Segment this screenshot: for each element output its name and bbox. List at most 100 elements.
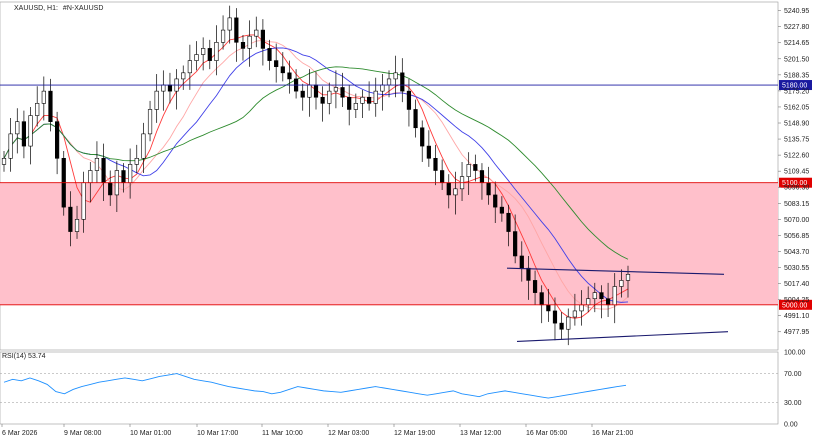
rsi-tick-label: 30.00 <box>784 400 802 407</box>
candle-body[interactable] <box>619 280 624 287</box>
candle-body[interactable] <box>333 87 339 92</box>
candle-body[interactable] <box>499 206 504 214</box>
candle-body[interactable] <box>88 170 93 184</box>
candle-body[interactable] <box>433 157 438 171</box>
candle-body[interactable] <box>287 72 292 80</box>
candle-body[interactable] <box>68 206 73 232</box>
candle-body[interactable] <box>300 90 305 98</box>
candle-body[interactable] <box>8 133 13 159</box>
candle-body[interactable] <box>260 29 265 49</box>
candle-body[interactable] <box>227 17 232 31</box>
candle-body[interactable] <box>48 90 53 122</box>
candle-body[interactable] <box>147 109 153 135</box>
candle-body[interactable] <box>194 54 199 61</box>
candle-body[interactable] <box>254 29 259 37</box>
candle-body[interactable] <box>413 109 418 129</box>
candle-body[interactable] <box>566 316 571 330</box>
candle-body[interactable] <box>605 298 611 306</box>
candle-body[interactable] <box>599 292 604 300</box>
candle-body[interactable] <box>108 182 113 196</box>
candle-body[interactable] <box>373 90 378 104</box>
candle-body[interactable] <box>513 231 518 257</box>
trendline[interactable] <box>516 331 729 343</box>
candle-body[interactable] <box>612 286 617 306</box>
candle-body[interactable] <box>220 29 226 43</box>
candle-body[interactable] <box>380 84 385 92</box>
candle-body[interactable] <box>267 48 272 61</box>
candles[interactable] <box>1 5 631 346</box>
candle-body[interactable] <box>526 267 531 281</box>
candle-body[interactable] <box>313 84 319 98</box>
candle-body[interactable] <box>274 60 279 68</box>
candle-body[interactable] <box>552 310 558 324</box>
candle-body[interactable] <box>406 90 412 110</box>
candle-body[interactable] <box>493 194 498 208</box>
candle-body[interactable] <box>141 133 146 159</box>
candle-body[interactable] <box>167 84 173 92</box>
candle-body[interactable] <box>453 188 458 196</box>
candle-body[interactable] <box>234 17 239 43</box>
candle-body[interactable] <box>486 182 491 196</box>
candle-body[interactable] <box>400 72 405 92</box>
candle-body[interactable] <box>579 304 584 312</box>
candle-body[interactable] <box>121 170 126 184</box>
candle-body[interactable] <box>187 60 192 74</box>
candle-body[interactable] <box>161 84 166 92</box>
candle-body[interactable] <box>386 78 392 86</box>
candle-body[interactable] <box>1 157 7 165</box>
candle-body[interactable] <box>35 103 40 116</box>
candle-body[interactable] <box>240 41 246 49</box>
candle-body[interactable] <box>532 280 538 293</box>
candle-body[interactable] <box>74 219 80 232</box>
candle-body[interactable] <box>546 304 551 312</box>
trendlines[interactable] <box>506 267 729 343</box>
candle-body[interactable] <box>134 157 139 165</box>
candle-body[interactable] <box>479 170 485 184</box>
candle-body[interactable] <box>353 103 358 110</box>
candle-body[interactable] <box>214 41 219 61</box>
candle-body[interactable] <box>625 273 631 281</box>
candle-body[interactable] <box>393 72 398 80</box>
candle-body[interactable] <box>320 96 325 104</box>
candle-body[interactable] <box>247 35 252 49</box>
candle-body[interactable] <box>201 48 206 55</box>
candle-body[interactable] <box>347 96 352 110</box>
candle-body[interactable] <box>28 115 33 147</box>
candle-body[interactable] <box>307 84 312 98</box>
candle-body[interactable] <box>473 164 478 171</box>
candle-body[interactable] <box>539 292 544 306</box>
candle-body[interactable] <box>101 157 106 184</box>
candle-body[interactable] <box>55 121 60 159</box>
candle-body[interactable] <box>280 66 285 74</box>
candle-body[interactable] <box>207 48 212 61</box>
candle-body[interactable] <box>154 90 159 110</box>
candle-body[interactable] <box>360 96 365 104</box>
candle-body[interactable] <box>41 90 46 104</box>
candle-body[interactable] <box>81 182 86 220</box>
candle-body[interactable] <box>559 322 564 330</box>
candle-body[interactable] <box>506 212 511 232</box>
trendline[interactable] <box>506 267 725 275</box>
candle-body[interactable] <box>128 164 133 184</box>
candle-body[interactable] <box>181 72 186 80</box>
candle-body[interactable] <box>340 87 345 98</box>
candle-body[interactable] <box>94 157 100 171</box>
rsi-frame <box>0 351 779 425</box>
candle-body[interactable] <box>586 298 591 306</box>
y-tick-label: 5135.75 <box>784 137 809 144</box>
candle-body[interactable] <box>426 145 431 159</box>
candle-body[interactable] <box>420 127 425 147</box>
candle-body[interactable] <box>21 121 27 147</box>
candle-body[interactable] <box>572 310 577 318</box>
price-level-tag <box>779 80 812 91</box>
candle-body[interactable] <box>15 121 20 135</box>
candle-body[interactable] <box>367 96 372 104</box>
candle-body[interactable] <box>519 255 524 269</box>
candle-body[interactable] <box>440 170 445 184</box>
candle-body[interactable] <box>592 292 597 300</box>
price-levels[interactable]: 5180.00 5100.00 5000.00 <box>0 80 812 310</box>
candle-body[interactable] <box>446 182 451 196</box>
candle-body[interactable] <box>327 90 332 104</box>
candle-body[interactable] <box>466 164 471 177</box>
